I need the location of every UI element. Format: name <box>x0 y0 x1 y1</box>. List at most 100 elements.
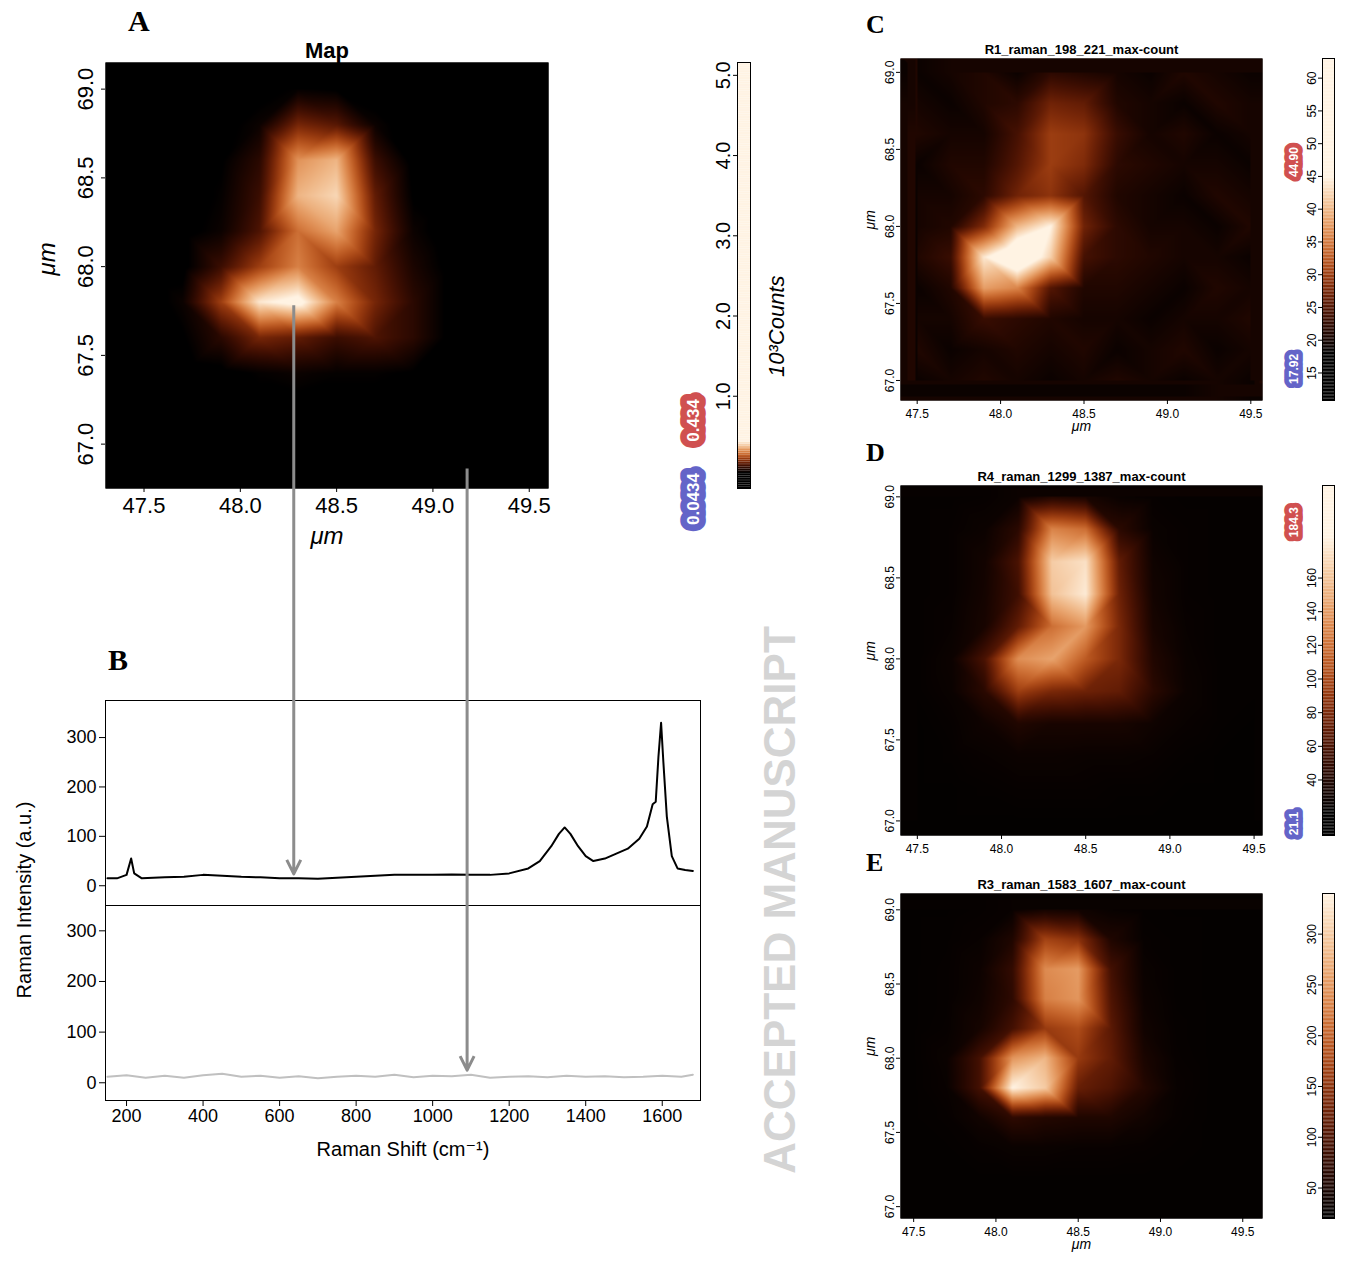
svg-text:0.434: 0.434 <box>684 399 703 442</box>
svg-text:5.0: 5.0 <box>712 61 734 89</box>
svg-text:100: 100 <box>66 1022 96 1042</box>
svg-text:200: 200 <box>66 777 96 797</box>
svg-text:17.92: 17.92 <box>1287 354 1301 384</box>
svg-text:35: 35 <box>1305 235 1319 249</box>
svg-text:140: 140 <box>1305 601 1319 621</box>
svg-text:67.5: 67.5 <box>883 1120 897 1144</box>
svg-text:47.5: 47.5 <box>902 1225 926 1239</box>
svg-text:67.5: 67.5 <box>883 728 897 752</box>
svg-text:0: 0 <box>86 1073 96 1093</box>
svg-text:4.0: 4.0 <box>712 142 734 170</box>
svg-text:68.5: 68.5 <box>883 972 897 996</box>
svg-text:2.0: 2.0 <box>712 302 734 330</box>
svg-text:48.0: 48.0 <box>990 842 1014 856</box>
svg-text:0: 0 <box>86 876 96 896</box>
svg-text:30: 30 <box>1305 268 1319 282</box>
svg-text:50: 50 <box>1305 1181 1319 1195</box>
svg-text:49.5: 49.5 <box>508 493 551 518</box>
svg-text:68.5: 68.5 <box>883 137 897 161</box>
svg-text:68.0: 68.0 <box>73 245 98 288</box>
svg-text:44.90: 44.90 <box>1287 147 1301 177</box>
svg-text:67.5: 67.5 <box>883 291 897 315</box>
svg-text:200: 200 <box>112 1106 142 1126</box>
svg-text:0.0434: 0.0434 <box>684 472 703 525</box>
svg-text:250: 250 <box>1305 975 1319 995</box>
svg-text:60: 60 <box>1305 739 1319 753</box>
svg-text:49.5: 49.5 <box>1239 407 1263 421</box>
svg-text:μm: μm <box>1071 418 1092 434</box>
svg-text:1200: 1200 <box>489 1106 529 1126</box>
svg-text:100: 100 <box>1305 669 1319 689</box>
svg-text:49.0: 49.0 <box>1149 1225 1173 1239</box>
svg-text:10³Counts: 10³Counts <box>764 276 789 378</box>
svg-text:49.5: 49.5 <box>1231 1225 1255 1239</box>
svg-text:R3_raman_1583_1607_max-count: R3_raman_1583_1607_max-count <box>977 877 1186 892</box>
svg-text:68.0: 68.0 <box>883 1046 897 1070</box>
svg-text:300: 300 <box>66 727 96 747</box>
svg-text:48.5: 48.5 <box>1074 842 1098 856</box>
svg-text:68.5: 68.5 <box>73 156 98 199</box>
svg-text:160: 160 <box>1305 568 1319 588</box>
svg-text:69.0: 69.0 <box>883 485 897 509</box>
svg-text:200: 200 <box>1305 1025 1319 1045</box>
svg-text:47.5: 47.5 <box>123 493 166 518</box>
svg-text:69.0: 69.0 <box>883 60 897 84</box>
svg-text:67.0: 67.0 <box>73 423 98 466</box>
svg-text:R1_raman_198_221_max-count: R1_raman_198_221_max-count <box>985 42 1179 57</box>
svg-text:μm: μm <box>1071 1236 1092 1252</box>
svg-text:100: 100 <box>1305 1127 1319 1147</box>
svg-text:48.5: 48.5 <box>315 493 358 518</box>
svg-text:μm: μm <box>862 210 878 231</box>
svg-text:55: 55 <box>1305 104 1319 118</box>
svg-text:R4_raman_1299_1387_max-count: R4_raman_1299_1387_max-count <box>977 469 1186 484</box>
svg-text:Raman Shift (cm⁻¹): Raman Shift (cm⁻¹) <box>317 1138 490 1160</box>
svg-text:48.0: 48.0 <box>984 1225 1008 1239</box>
svg-text:μm: μm <box>862 641 878 662</box>
svg-text:67.0: 67.0 <box>883 368 897 392</box>
svg-text:1400: 1400 <box>566 1106 606 1126</box>
svg-text:200: 200 <box>66 971 96 991</box>
svg-text:68.0: 68.0 <box>883 647 897 671</box>
svg-text:50: 50 <box>1305 137 1319 151</box>
svg-text:1.0: 1.0 <box>712 382 734 410</box>
svg-text:800: 800 <box>341 1106 371 1126</box>
svg-text:68.0: 68.0 <box>883 214 897 238</box>
svg-text:μm: μm <box>862 1036 878 1057</box>
svg-text:67.5: 67.5 <box>73 334 98 377</box>
svg-text:μm: μm <box>33 242 60 276</box>
svg-text:49.5: 49.5 <box>1242 842 1266 856</box>
svg-text:μm: μm <box>309 522 343 549</box>
svg-text:48.0: 48.0 <box>989 407 1013 421</box>
svg-text:3.0: 3.0 <box>712 222 734 250</box>
svg-text:49.0: 49.0 <box>1156 407 1180 421</box>
svg-text:67.0: 67.0 <box>883 809 897 833</box>
svg-text:67.0: 67.0 <box>883 1195 897 1219</box>
svg-text:150: 150 <box>1305 1076 1319 1096</box>
svg-text:69.0: 69.0 <box>883 898 897 922</box>
svg-text:1000: 1000 <box>413 1106 453 1126</box>
svg-text:80: 80 <box>1305 706 1319 720</box>
svg-text:15: 15 <box>1305 366 1319 380</box>
svg-text:68.5: 68.5 <box>883 566 897 590</box>
svg-text:49.0: 49.0 <box>1158 842 1182 856</box>
svg-text:40: 40 <box>1305 202 1319 216</box>
svg-text:100: 100 <box>66 826 96 846</box>
svg-text:300: 300 <box>1305 924 1319 944</box>
svg-text:21.1: 21.1 <box>1287 811 1301 835</box>
svg-text:40: 40 <box>1305 773 1319 787</box>
svg-text:45: 45 <box>1305 169 1319 183</box>
svg-text:25: 25 <box>1305 300 1319 314</box>
svg-text:Map: Map <box>305 38 349 63</box>
svg-text:60: 60 <box>1305 71 1319 85</box>
svg-text:184.3: 184.3 <box>1287 507 1301 537</box>
svg-text:300: 300 <box>66 921 96 941</box>
svg-text:20: 20 <box>1305 333 1319 347</box>
svg-text:48.0: 48.0 <box>219 493 262 518</box>
svg-text:47.5: 47.5 <box>906 842 930 856</box>
svg-text:47.5: 47.5 <box>906 407 930 421</box>
svg-text:49.0: 49.0 <box>412 493 455 518</box>
svg-text:69.0: 69.0 <box>73 68 98 111</box>
svg-text:120: 120 <box>1305 635 1319 655</box>
svg-text:600: 600 <box>265 1106 295 1126</box>
svg-text:1600: 1600 <box>642 1106 682 1126</box>
